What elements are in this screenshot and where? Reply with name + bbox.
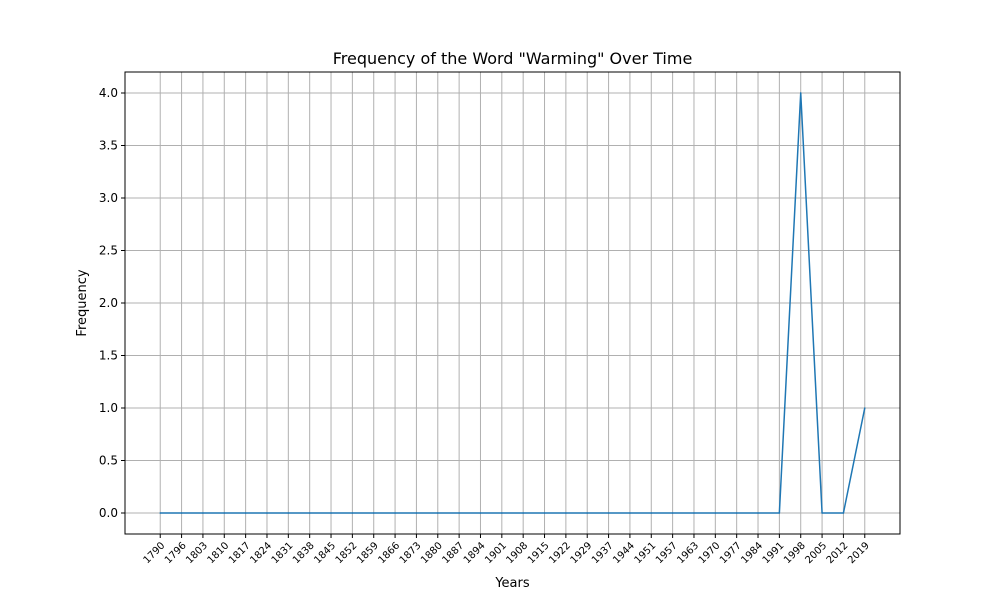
y-tick-label: 4.0 — [99, 86, 118, 100]
data-point — [394, 512, 396, 514]
x-tick-label: 1866 — [376, 540, 402, 566]
y-tick-label: 1.5 — [99, 349, 118, 363]
data-point — [308, 512, 311, 514]
x-tick-label: 1998 — [782, 540, 808, 566]
x-tick-label: 1796 — [163, 540, 189, 566]
x-tick-label: 1970 — [697, 540, 723, 566]
x-tick-label: 1929 — [569, 540, 595, 566]
x-tick-label: 1887 — [440, 540, 466, 566]
x-tick-label: 1838 — [291, 540, 317, 566]
data-point — [565, 512, 567, 514]
x-tick-label: 1963 — [675, 540, 701, 566]
data-point — [842, 512, 845, 514]
x-tick-label: 1852 — [334, 540, 360, 566]
grid — [125, 72, 900, 534]
data-point — [607, 512, 610, 514]
x-axis-ticks: 1790179618031810181718241831183818451852… — [142, 534, 872, 566]
data-point — [757, 512, 759, 514]
data-point — [180, 512, 183, 514]
x-tick-label: 1894 — [462, 540, 488, 566]
data-point — [202, 512, 204, 514]
x-tick-label: 1951 — [633, 540, 659, 566]
data-point — [266, 512, 268, 514]
series-line — [160, 92, 866, 514]
x-tick-label: 1831 — [270, 540, 296, 566]
x-tick-label: 1908 — [505, 540, 531, 566]
data-point — [693, 512, 695, 514]
y-axis-ticks: 0.0 0.5 1.0 1.5 2.0 2.5 3.0 3.5 4.0 — [99, 86, 125, 520]
x-tick-label: 1937 — [590, 540, 616, 566]
x-tick-label: 1944 — [611, 540, 637, 566]
y-tick-label: 0.0 — [99, 506, 118, 520]
data-point — [714, 512, 717, 514]
x-tick-label: 1922 — [547, 540, 573, 566]
data-point — [479, 512, 482, 514]
data-point — [223, 512, 226, 514]
data-point — [330, 512, 332, 514]
x-tick-label: 1880 — [419, 540, 445, 566]
data-point — [244, 512, 247, 514]
y-tick-label: 2.5 — [99, 244, 118, 258]
data-point — [778, 512, 781, 514]
data-point — [629, 512, 631, 514]
data-point — [522, 512, 524, 514]
x-tick-label: 1915 — [526, 540, 552, 566]
data-point — [586, 512, 588, 514]
x-tick-label: 2005 — [803, 540, 829, 566]
series-group — [159, 92, 866, 514]
x-tick-label: 1991 — [761, 540, 787, 566]
data-point — [821, 512, 823, 514]
x-tick-label: 1817 — [227, 540, 253, 566]
plot-frame — [124, 71, 901, 535]
x-tick-label: 1824 — [248, 540, 274, 566]
data-point — [159, 512, 161, 514]
data-point — [458, 512, 460, 514]
data-point — [415, 512, 418, 514]
y-tick-label: 1.0 — [99, 401, 118, 415]
y-tick-label: 3.5 — [99, 139, 118, 153]
data-point — [650, 512, 653, 514]
chart-title: Frequency of the Word "Warming" Over Tim… — [333, 49, 693, 68]
x-tick-label: 1901 — [483, 540, 509, 566]
y-tick-label: 0.5 — [99, 454, 118, 468]
x-tick-label: 1957 — [654, 540, 680, 566]
data-point — [372, 512, 375, 514]
data-point — [501, 512, 503, 514]
x-tick-label: 1790 — [142, 540, 168, 566]
y-axis-label: Frequency — [75, 269, 90, 336]
data-point — [437, 512, 439, 514]
x-tick-label: 2019 — [846, 540, 872, 566]
data-point — [735, 512, 738, 514]
x-tick-label: 1984 — [739, 540, 765, 566]
data-point — [864, 407, 866, 409]
data-point — [799, 92, 802, 94]
y-tick-label: 2.0 — [99, 296, 118, 310]
data-point — [351, 512, 354, 514]
y-tick-label: 3.0 — [99, 191, 118, 205]
data-point — [287, 512, 290, 514]
x-axis-label: Years — [494, 576, 530, 591]
x-tick-label: 2012 — [825, 540, 851, 566]
x-tick-label: 1859 — [355, 540, 381, 566]
x-tick-label: 1803 — [184, 540, 210, 566]
x-tick-label: 1873 — [398, 540, 424, 566]
data-point — [671, 512, 674, 514]
x-tick-label: 1977 — [718, 540, 744, 566]
data-point — [543, 512, 546, 514]
x-tick-label: 1845 — [312, 540, 338, 566]
x-tick-label: 1810 — [206, 540, 232, 566]
